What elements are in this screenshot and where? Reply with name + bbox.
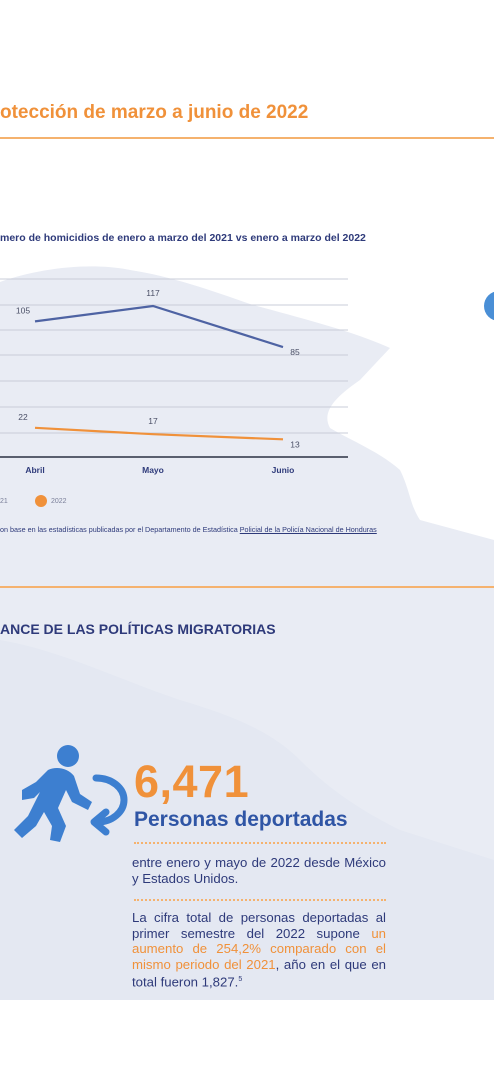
x-tick-label: Abril (25, 465, 44, 475)
divider (0, 137, 494, 139)
stat-value: 6,471 (134, 756, 250, 807)
dotted-divider (134, 899, 386, 901)
line-chart: Abril Mayo Junio 105 117 85 22 17 13 (0, 278, 348, 475)
source-link[interactable]: Policial de la Policía Nacional de Hondu… (239, 525, 377, 534)
data-label: 105 (16, 305, 30, 315)
data-label: 13 (290, 439, 300, 449)
legend-label-2021: 21 (0, 498, 8, 505)
data-label: 85 (290, 347, 300, 357)
stat-label: Personas deportadas (134, 808, 348, 831)
dotted-divider (134, 842, 386, 844)
divider (0, 586, 494, 588)
series-line-21 (34, 304, 284, 349)
data-label: 17 (148, 416, 158, 426)
source-note: on base en las estadísticas publicadas p… (0, 525, 377, 534)
legend-dot-2022 (35, 495, 47, 507)
section-heading: ANCE DE LAS POLÍTICAS MIGRATORIAS (0, 621, 276, 637)
page-marker-dot (484, 291, 494, 321)
data-label: 117 (146, 288, 160, 298)
chart-title: mero de homicidios de enero a marzo del … (0, 232, 366, 244)
stat-description: entre enero y mayo de 2022 desde México … (132, 855, 386, 886)
section-title: otección de marzo a junio de 2022 (0, 102, 309, 123)
stat-paragraph: La cifra total de personas deportadas al… (132, 910, 387, 990)
deported-person-icon (14, 745, 128, 842)
data-label: 22 (18, 412, 28, 422)
x-tick-label: Mayo (142, 465, 164, 475)
x-tick-label: Junio (272, 465, 295, 475)
legend-label-2022: 2022 (51, 498, 67, 505)
series-line-2022 (34, 426, 284, 441)
